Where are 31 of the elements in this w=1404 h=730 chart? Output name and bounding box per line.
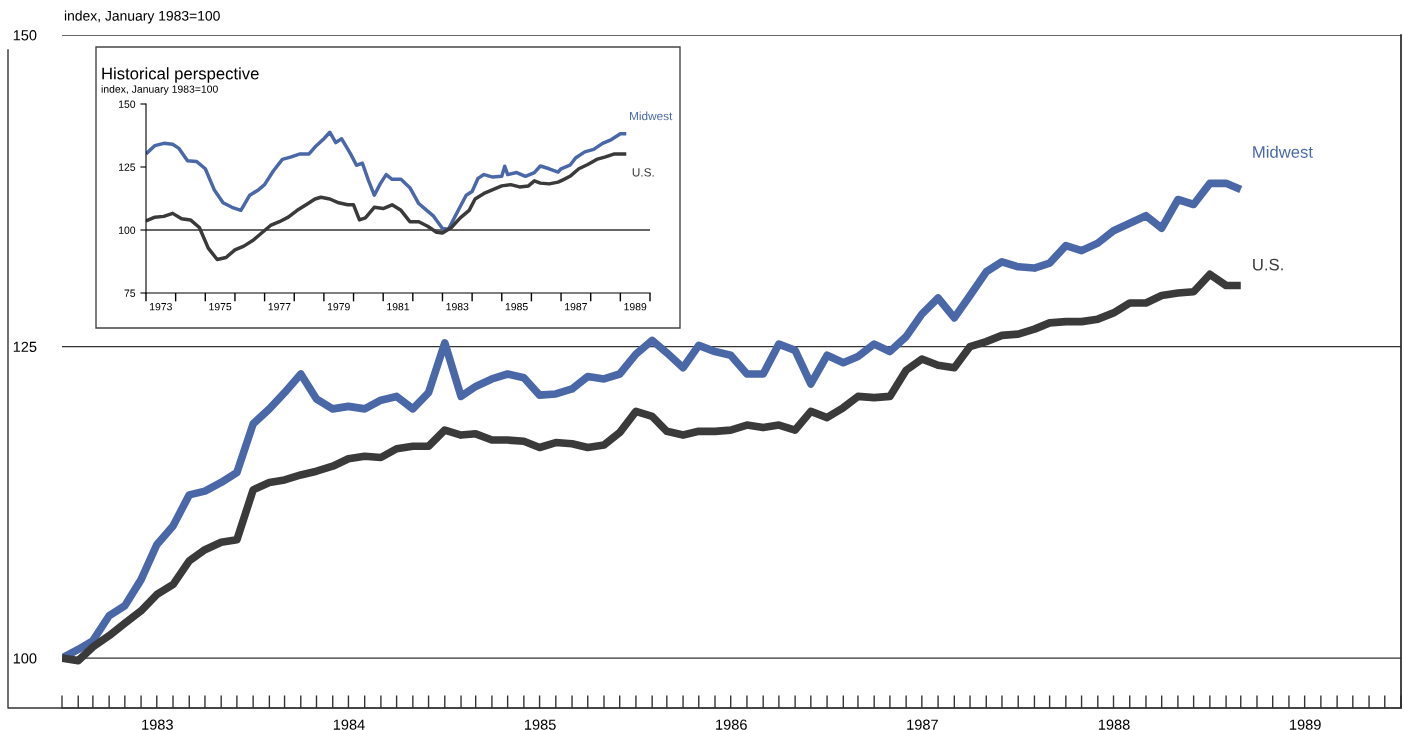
- x-tick-label: 1989: [1290, 719, 1321, 730]
- line-series: [146, 130, 629, 231]
- x-tick-label: 1977: [268, 303, 291, 311]
- x-tick-label: 1973: [150, 303, 172, 311]
- x-tick-label: 1984: [333, 719, 365, 730]
- y-axis-title: index, January 1983=100: [64, 10, 220, 24]
- y-tick-label: 150: [13, 30, 37, 41]
- series-label: U.S.: [1253, 258, 1283, 271]
- y-tick-label: 125: [13, 341, 37, 352]
- series-label: U.S.: [632, 168, 654, 177]
- y-tick-label: 100: [13, 653, 37, 664]
- y-tick-label: 100: [119, 226, 136, 234]
- x-tick-label: 1987: [907, 719, 938, 730]
- chart-title: Historical perspective: [102, 67, 259, 83]
- x-tick-label: 1986: [716, 719, 747, 730]
- y-tick-label: 125: [119, 163, 136, 171]
- y-tick-label: 150: [119, 100, 136, 108]
- series-label: Midwest: [630, 111, 673, 121]
- y-tick-label: 75: [124, 289, 136, 297]
- x-tick-label: 1981: [387, 303, 410, 311]
- x-tick-label: 1985: [505, 303, 528, 311]
- x-tick-label: 1975: [209, 303, 232, 311]
- y-axis-title: index, January 1983=100: [101, 85, 218, 95]
- text: Midwest: [1253, 145, 1313, 158]
- x-tick-label: 1989: [624, 303, 647, 311]
- x-tick-label: 1983: [142, 719, 173, 730]
- x-tick-label: 1979: [327, 303, 350, 311]
- x-tick-label: 1985: [524, 719, 556, 730]
- x-tick-label: 1988: [1098, 719, 1130, 730]
- x-tick-label: 1987: [565, 303, 587, 311]
- x-tick-label: 1983: [446, 303, 469, 311]
